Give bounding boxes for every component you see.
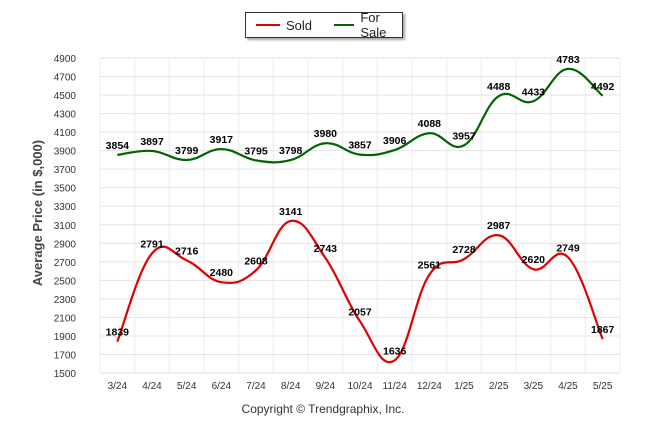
data-labels-group: 1839 2791 2716 2480 2608 3141 2743 2057 1636 2561… [106, 54, 615, 358]
y-tick-label: 2700 [54, 258, 77, 269]
data-label-for-sale: 3957 [452, 130, 476, 142]
data-label-sold: 3141 [279, 206, 303, 218]
y-tick-label: 2900 [54, 239, 77, 250]
x-tick-label: 3/24 [108, 381, 128, 392]
grid-lines [99, 57, 621, 374]
y-tick-label: 1900 [54, 332, 77, 343]
x-axis-ticks: 3/24 4/24 5/24 6/24 7/24 8/24 9/24 10/24 11/24 12… [108, 381, 613, 392]
x-tick-label: 12/24 [417, 381, 442, 392]
x-tick-label: 1/25 [454, 381, 474, 392]
y-tick-label: 3100 [54, 221, 77, 232]
y-tick-label: 4100 [54, 128, 77, 139]
data-label-sold: 2620 [522, 254, 546, 266]
y-tick-label: 4500 [54, 91, 77, 102]
y-tick-label: 3900 [54, 147, 77, 158]
legend-item-sold[interactable]: Sold [256, 18, 312, 33]
x-tick-label: 7/24 [246, 381, 266, 392]
y-tick-label: 3700 [54, 165, 77, 176]
data-label-sold: 2716 [175, 245, 199, 257]
legend-item-for-sale[interactable]: For Sale [334, 10, 402, 40]
data-label-for-sale: 4492 [591, 81, 615, 93]
data-label-sold: 2480 [210, 267, 234, 279]
data-label-for-sale: 4433 [522, 86, 546, 98]
x-tick-label: 10/24 [347, 381, 372, 392]
data-label-for-sale: 3857 [348, 140, 372, 152]
legend-label-for-sale: For Sale [360, 10, 387, 40]
y-tick-label: 3300 [54, 202, 77, 213]
data-label-sold: 2987 [487, 220, 511, 232]
copyright-text: Copyright © Trendgraphix, Inc. [241, 402, 405, 416]
legend: Sold For Sale [245, 10, 403, 40]
y-axis-ticks: 1500 1700 1900 2100 2300 2500 2700 2900 3100 3300… [54, 54, 77, 380]
legend-swatch-sold [256, 24, 280, 26]
data-label-sold: 2608 [244, 255, 268, 267]
data-label-for-sale: 3795 [244, 145, 268, 157]
data-label-sold: 2057 [348, 306, 372, 318]
y-tick-label: 4700 [54, 73, 77, 84]
data-label-sold: 2791 [140, 238, 164, 250]
y-tick-label: 1500 [54, 369, 77, 380]
x-tick-label: 5/25 [593, 381, 613, 392]
series-line-sold [116, 219, 604, 364]
data-label-for-sale: 3980 [314, 128, 338, 140]
y-tick-label: 1700 [54, 350, 77, 361]
data-label-sold: 2728 [452, 244, 476, 256]
data-label-for-sale: 4488 [487, 81, 511, 93]
y-tick-label: 3500 [54, 184, 77, 195]
series-group [116, 67, 604, 364]
data-label-for-sale: 3798 [279, 145, 303, 157]
data-label-for-sale: 4088 [418, 118, 442, 130]
x-tick-label: 5/24 [177, 381, 197, 392]
data-label-for-sale: 3906 [383, 135, 407, 147]
data-label-for-sale: 3897 [140, 136, 164, 148]
x-tick-label: 6/24 [212, 381, 232, 392]
data-label-sold: 1636 [383, 345, 407, 357]
data-label-for-sale: 4783 [556, 54, 580, 66]
y-tick-label: 4300 [54, 110, 77, 121]
data-label-for-sale: 3917 [210, 134, 234, 146]
x-tick-label: 9/24 [316, 381, 336, 392]
y-tick-label: 2100 [54, 313, 77, 324]
x-tick-label: 2/25 [489, 381, 509, 392]
series-line-for-sale [117, 67, 604, 164]
x-tick-label: 3/25 [524, 381, 544, 392]
data-label-sold: 1839 [106, 327, 130, 339]
legend-swatch-for-sale [334, 24, 355, 26]
y-tick-label: 4900 [54, 54, 77, 65]
y-tick-label: 2500 [54, 276, 77, 287]
data-label-for-sale: 3854 [106, 140, 130, 152]
legend-label-sold: Sold [286, 17, 313, 33]
y-axis-label: Average Price (in $,000) [30, 140, 45, 286]
x-tick-label: 4/24 [142, 381, 162, 392]
data-label-sold: 2749 [556, 242, 580, 254]
x-tick-label: 11/24 [383, 381, 408, 392]
data-label-sold: 2743 [314, 243, 338, 255]
data-label-sold: 1867 [591, 324, 615, 336]
x-tick-label: 8/24 [281, 381, 301, 392]
data-label-for-sale: 3799 [175, 145, 199, 157]
x-tick-label: 4/25 [558, 381, 578, 392]
data-label-sold: 2561 [418, 260, 442, 272]
y-tick-label: 2300 [54, 295, 77, 306]
